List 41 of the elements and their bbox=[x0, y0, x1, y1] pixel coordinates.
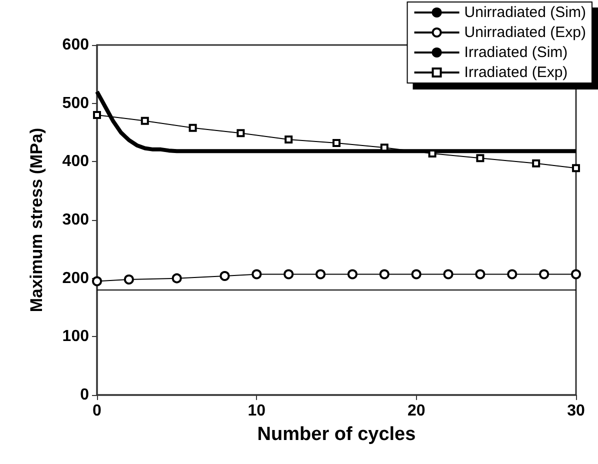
point bbox=[572, 164, 580, 172]
point bbox=[571, 269, 581, 280]
point bbox=[236, 129, 245, 138]
point bbox=[284, 136, 293, 144]
y-axis-title: Maximum stress (MPa) bbox=[27, 128, 46, 312]
point bbox=[220, 271, 230, 281]
y-tick-label: 500 bbox=[62, 94, 90, 112]
point bbox=[443, 269, 454, 280]
point bbox=[332, 139, 340, 147]
point bbox=[507, 269, 518, 280]
point bbox=[124, 274, 134, 284]
point bbox=[379, 269, 390, 280]
point bbox=[532, 159, 540, 168]
point bbox=[316, 269, 326, 280]
legend-label: Irradiated (Sim) bbox=[464, 44, 568, 61]
point bbox=[347, 269, 358, 280]
point bbox=[252, 269, 262, 280]
y-tick-label: 300 bbox=[62, 212, 90, 228]
x-axis-title: Number of cycles bbox=[257, 424, 416, 445]
legend-label: Unirradiated (Exp) bbox=[464, 24, 586, 41]
y-tick-label: 100 bbox=[62, 328, 90, 346]
y-tick-label: 600 bbox=[62, 36, 90, 54]
x-tick-label: 0 bbox=[92, 402, 102, 420]
x-tick-label: 10 bbox=[248, 402, 266, 420]
point bbox=[476, 154, 484, 162]
x-tick-label: 30 bbox=[567, 402, 585, 420]
point bbox=[284, 269, 294, 280]
y-tick-label: 0 bbox=[80, 386, 90, 404]
point bbox=[93, 111, 101, 119]
y-tick-label: 200 bbox=[62, 270, 90, 287]
point bbox=[172, 273, 182, 284]
point bbox=[475, 269, 486, 280]
point bbox=[411, 269, 422, 280]
legend-label: Irradiated (Exp) bbox=[464, 64, 568, 81]
legend-label: Unirradiated (Sim) bbox=[464, 4, 586, 21]
y-tick-label: 400 bbox=[62, 153, 90, 170]
point bbox=[188, 124, 197, 132]
point bbox=[92, 276, 102, 286]
x-tick-label: 20 bbox=[407, 402, 426, 420]
point bbox=[539, 269, 550, 280]
point bbox=[140, 116, 149, 125]
